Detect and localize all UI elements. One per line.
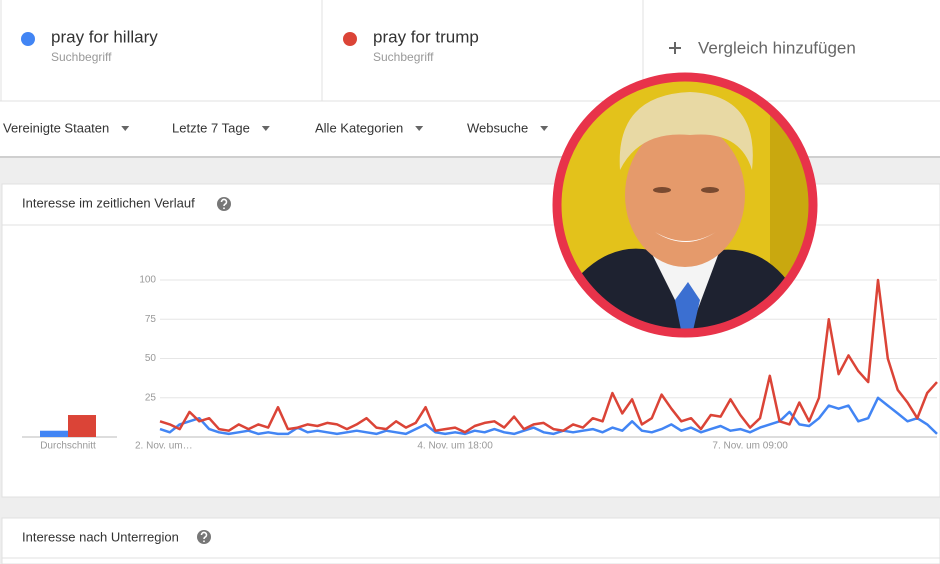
x-tick-label: 2. Nov. um… xyxy=(135,441,193,452)
search-term-card[interactable]: pray for hillary Suchbegriff xyxy=(21,27,158,64)
term-color-dot xyxy=(21,32,35,46)
card-title: Interesse im zeitlichen Verlauf xyxy=(22,195,195,210)
term-name: pray for trump xyxy=(373,27,479,46)
region-card xyxy=(1,517,940,564)
y-tick-label: 75 xyxy=(145,314,157,325)
average-bar xyxy=(68,415,96,437)
y-tick-label: 100 xyxy=(139,275,156,286)
average-bar xyxy=(40,430,68,437)
term-type: Suchbegriff xyxy=(51,50,112,64)
filter-label: Letzte 7 Tage xyxy=(172,120,250,135)
filter-dropdown[interactable]: Letzte 7 Tage xyxy=(172,120,270,135)
series-line xyxy=(159,278,938,434)
chart: 25 50 75 100 2. Nov. um… 4. Nov. um 18:00 7. N… xyxy=(22,275,938,452)
x-tick-label: 7. Nov. um 09:00 xyxy=(712,441,788,452)
help-icon[interactable] xyxy=(217,197,231,211)
dropdown-arrow xyxy=(261,126,270,131)
term-type: Suchbegriff xyxy=(373,50,434,64)
series-line xyxy=(159,396,938,436)
help-icon[interactable] xyxy=(197,530,211,544)
search-term-card[interactable]: pray for trump Suchbegriff xyxy=(343,27,479,64)
filter-dropdown[interactable]: Websuche xyxy=(467,120,549,135)
average-label: Durchschnitt xyxy=(40,441,96,452)
term-name: pray for hillary xyxy=(51,27,158,46)
dropdown-arrow xyxy=(540,126,549,131)
filter-dropdown[interactable]: Vereinigte Staaten xyxy=(3,120,130,135)
add-compare[interactable]: Vergleich hinzufügen xyxy=(669,38,856,57)
y-tick-label: 25 xyxy=(145,392,157,403)
filter-dropdown[interactable]: Alle Kategorien xyxy=(315,120,424,135)
add-compare-label[interactable]: Vergleich hinzufügen xyxy=(698,38,856,57)
photo xyxy=(552,72,818,338)
filter-label: Vereinigte Staaten xyxy=(3,120,109,135)
card-title: Interesse nach Unterregion xyxy=(22,529,179,544)
filter-label: Alle Kategorien xyxy=(315,120,403,135)
dropdown-arrow xyxy=(121,126,130,131)
y-tick-label: 50 xyxy=(145,353,157,364)
dropdown-arrow xyxy=(415,126,424,131)
x-tick-label: 4. Nov. um 18:00 xyxy=(417,441,493,452)
term-color-dot xyxy=(343,32,357,46)
filter-label: Websuche xyxy=(467,120,528,135)
